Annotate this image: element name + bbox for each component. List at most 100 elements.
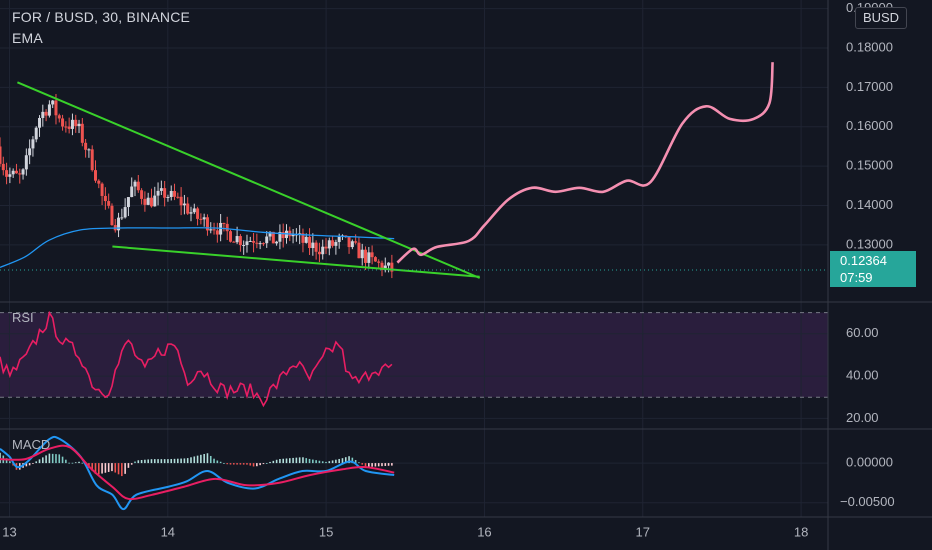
candle-body [90,149,94,171]
candle-body [186,203,190,214]
projection-path [396,62,774,264]
macd-histogram-bar [249,463,252,466]
candle-body [149,197,153,207]
candle-body [77,123,81,127]
macd-histogram-bar [331,460,334,464]
candle-body [126,197,130,208]
candle-body [153,195,157,207]
macd-histogram-bar [150,459,153,464]
candle-body [261,243,265,245]
macd-histogram-bar [51,453,54,464]
macd-histogram-bar [387,463,390,466]
macd-histogram-bar [167,459,169,464]
macd-histogram-bar [200,454,202,464]
macd-histogram-bar [321,461,324,464]
trendline-upper [17,81,481,279]
macd-histogram-bar [157,459,159,464]
macd-histogram-bar [58,454,61,464]
candle-body [229,231,233,242]
macd-histogram-bar [38,459,41,464]
macd-histogram-bar [0,452,1,464]
candle-body [146,197,150,205]
macd-histogram-bar [91,463,94,471]
macd-histogram-bar [117,463,120,475]
macd-histogram-bar [124,463,126,474]
macd-histogram-bar [213,458,215,464]
candle-body [225,223,229,232]
price-axis-tick: 0.18000 [846,39,893,54]
rsi-axis-tick: 40.00 [846,368,879,383]
rsi-axis-tick: 20.00 [846,410,879,425]
candle-body [360,249,364,259]
currency-button[interactable]: BUSD [855,7,907,29]
macd-histogram-bar [170,458,173,464]
candle-body [354,241,358,243]
candle-body [202,217,206,220]
macd-histogram-bar [302,457,304,464]
time-axis-tick: 16 [477,524,491,539]
macd-histogram-bar [368,463,370,467]
macd-histogram-bar [137,460,140,464]
macd-histogram-bar [374,463,377,467]
candle-body [268,231,272,237]
candle-body [67,126,71,129]
candle-body [87,149,91,151]
macd-histogram-bar [101,463,103,474]
candle-body [364,249,368,263]
candle-body [298,233,302,235]
candle-body [324,246,328,249]
macd-histogram-bar [364,463,367,467]
macd-histogram-bar [186,458,189,464]
macd-histogram-bar [361,463,364,465]
macd-histogram-bar [269,461,271,464]
candle-body [238,236,242,246]
macd-histogram-bar [252,463,255,467]
candle-body [347,236,351,248]
time-axis-tick: 18 [794,524,808,539]
macd-histogram-bar [209,455,212,464]
candle-body [21,169,25,175]
macd-histogram-bar [78,461,80,464]
last-price-badge: 0.12364 07:59 [830,251,916,287]
bar-countdown: 07:59 [840,270,873,285]
macd-histogram-bar [219,461,222,464]
macd-histogram-bar [259,463,261,466]
candle-body [159,188,163,191]
candle-body [380,262,384,271]
indicator-ema-label[interactable]: EMA [12,30,43,46]
candle-body [331,240,335,246]
macd-histogram-bar [97,463,100,475]
candle-body [84,142,88,150]
candle-body [192,208,196,213]
candle-body [205,217,209,231]
candle-body [383,265,387,271]
candle-body [123,207,127,218]
candle-body [31,139,35,149]
macd-histogram-bar [236,463,238,465]
candle-body [255,242,259,244]
price-axis-tick: 0.14000 [846,197,893,212]
candle-body [117,217,121,231]
signal-line [0,444,395,501]
macd-histogram-bar [308,458,311,464]
macd-histogram-bar [233,463,235,465]
macd-histogram-bar [216,460,219,464]
last-price-value: 0.12364 [840,253,887,268]
candle-body [136,181,140,191]
macd-histogram-bar [153,459,156,464]
candle-body [387,262,391,266]
candle-body [370,252,374,258]
candle-body [110,205,114,226]
macd-histogram-bar [315,460,317,464]
macd-pane-label[interactable]: MACD [12,437,51,452]
rsi-pane-label[interactable]: RSI [12,310,34,325]
candle-body [232,241,236,243]
price-axis-tick: 0.15000 [846,158,893,173]
macd-histogram-bar [391,463,393,466]
macd-histogram-bar [262,463,265,465]
candle-body [51,100,55,105]
macd-histogram-bar [206,453,209,464]
candle-body [321,246,325,255]
macd-histogram-bar [377,463,380,467]
